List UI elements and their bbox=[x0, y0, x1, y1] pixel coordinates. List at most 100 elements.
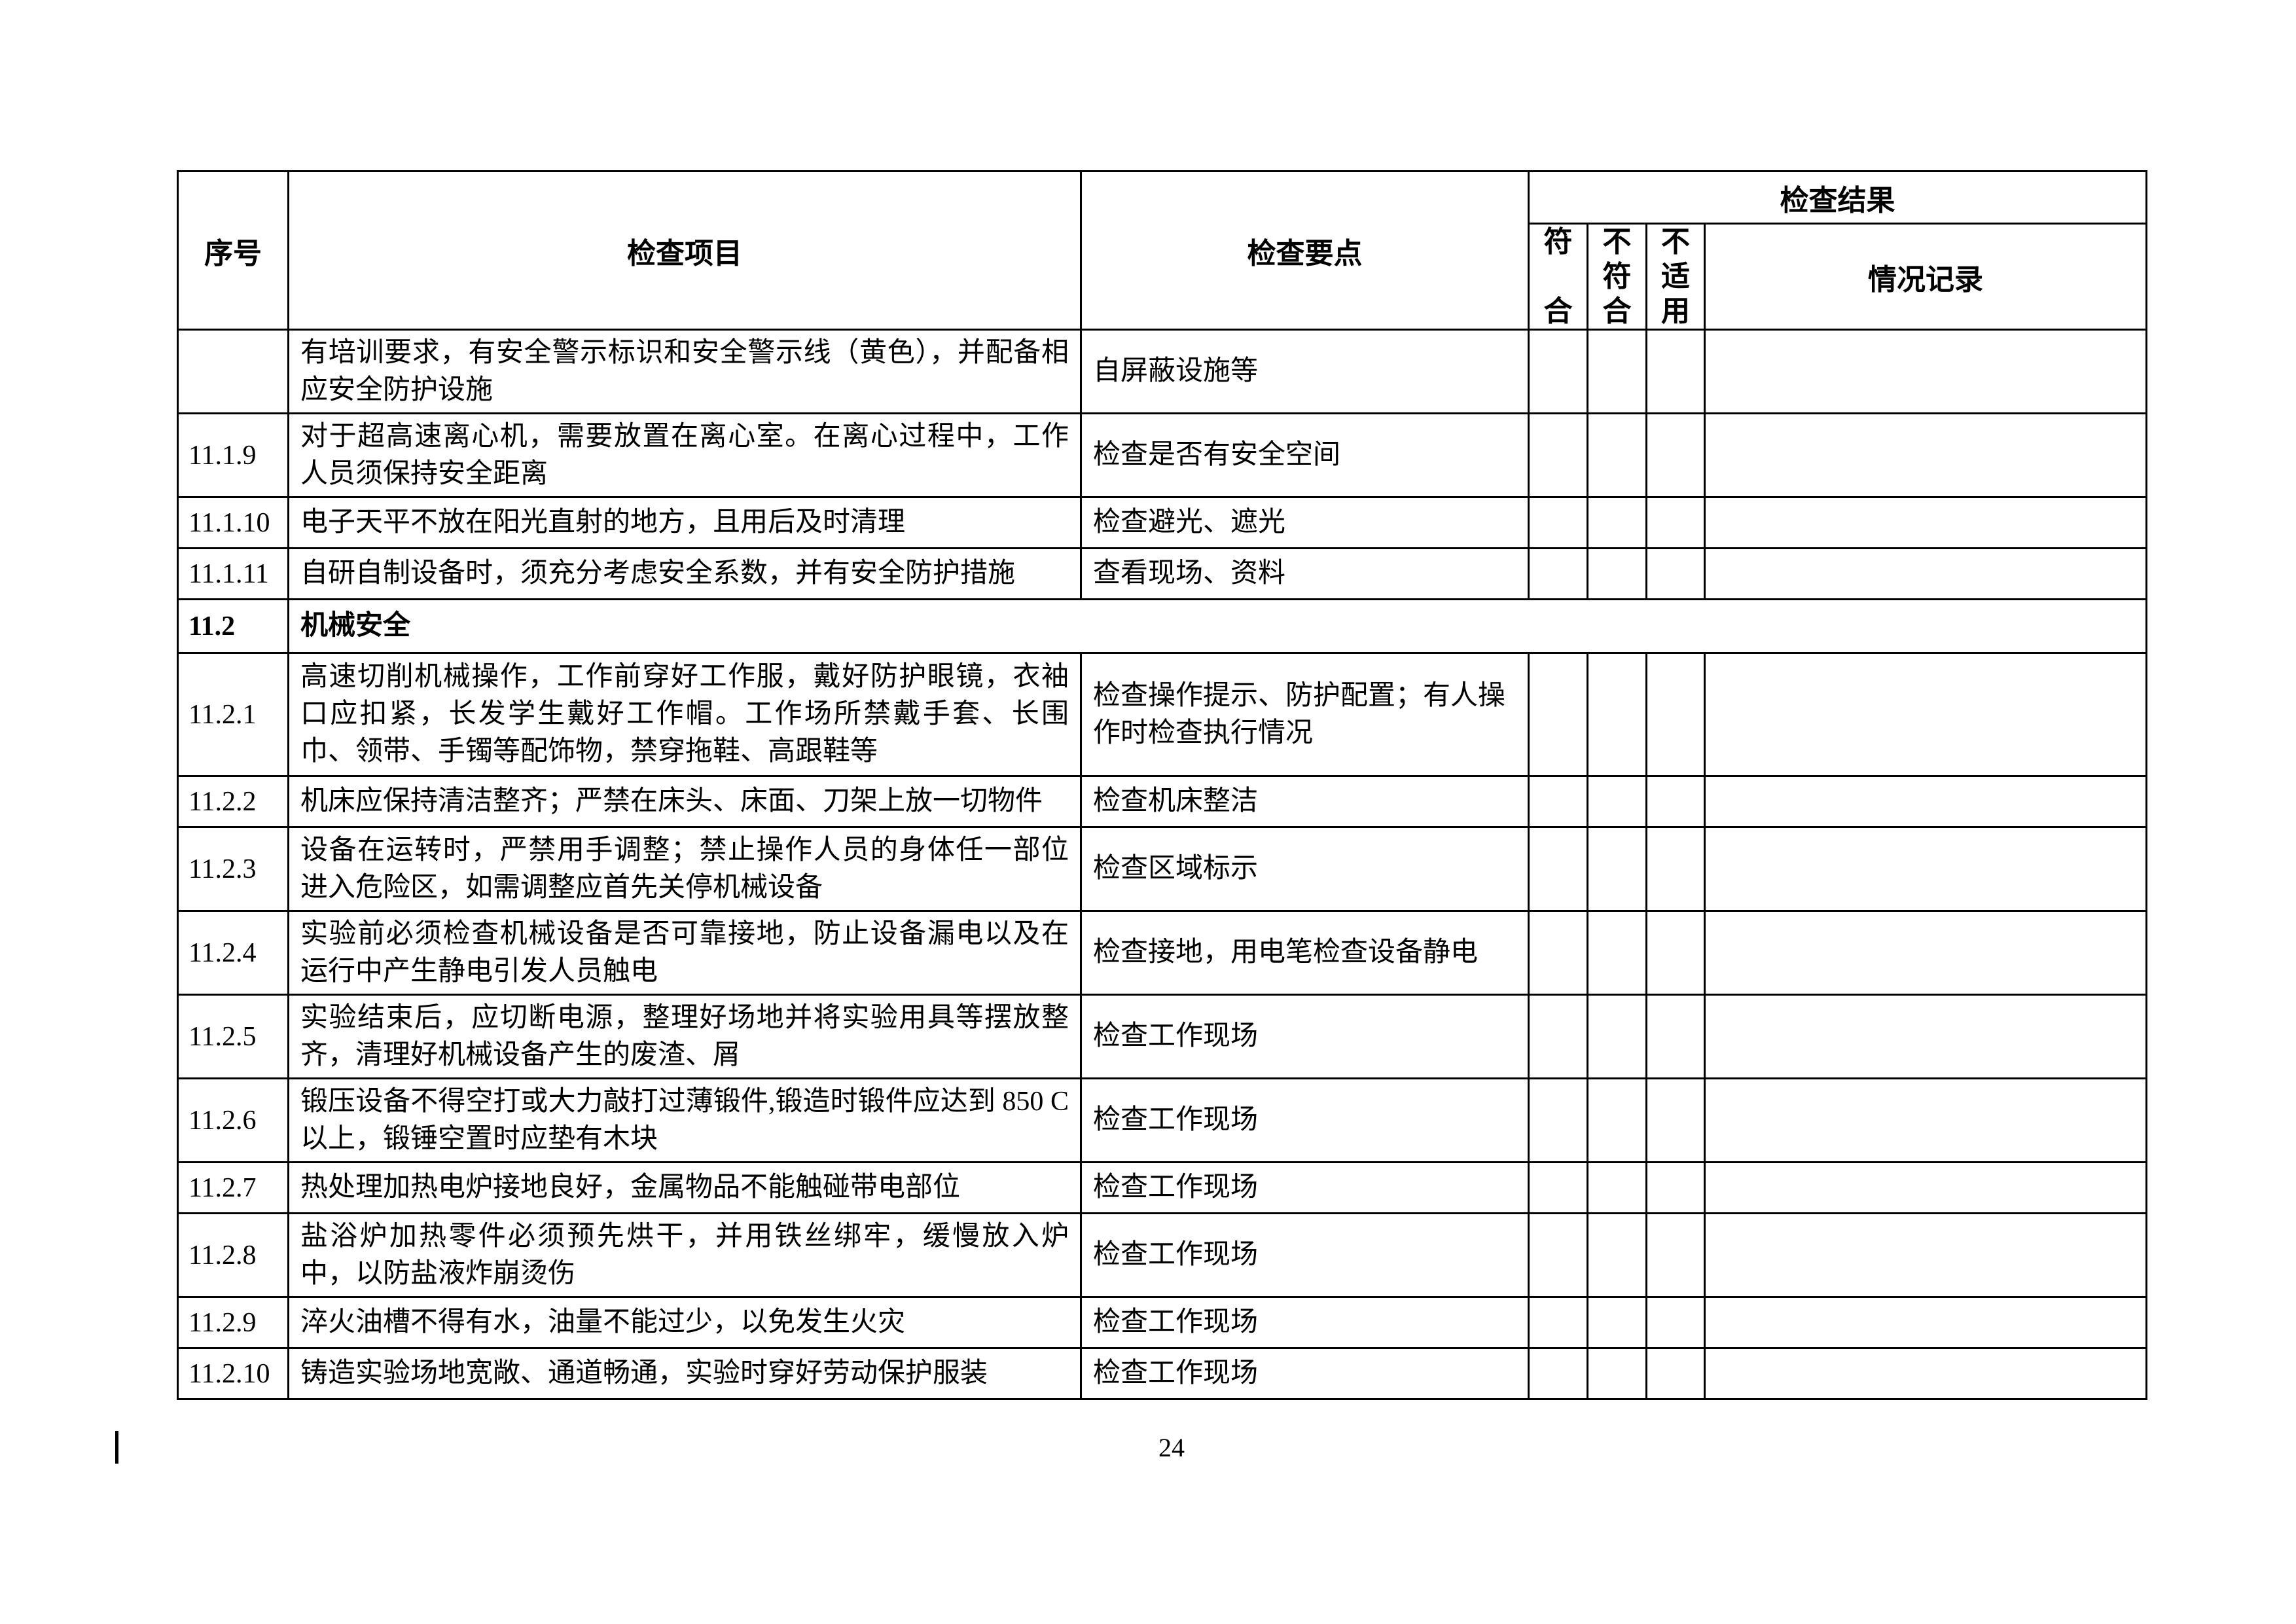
conform-cell bbox=[1528, 1296, 1588, 1349]
na-cell bbox=[1645, 775, 1706, 828]
na-cell bbox=[1645, 412, 1706, 498]
col-header-record: 情况记录 bbox=[1704, 223, 2147, 331]
conform-cell bbox=[1528, 412, 1588, 498]
row-no-cell: 11.2.9 bbox=[177, 1296, 289, 1349]
nonconform-cell bbox=[1587, 826, 1647, 912]
record-cell bbox=[1704, 1347, 2147, 1400]
table-row-11-2-8: 11.2.8 盐浴炉加热零件必须预先烘干，并用铁丝绑牢，缓慢放入炉中，以防盐液炸… bbox=[177, 1212, 2147, 1298]
conform-cell bbox=[1528, 826, 1588, 912]
row-key-cell: 检查工作现场 bbox=[1080, 1212, 1530, 1298]
inspection-table: 序号 检查项目 检查要点 检查结果 符合 不符合 不适用 情况记录 有培训要求，… bbox=[177, 170, 2147, 1400]
record-cell bbox=[1704, 412, 2147, 498]
record-cell bbox=[1704, 329, 2147, 414]
section-no-cell: 11.2 bbox=[177, 598, 289, 654]
row-item-cell: 实验前必须检查机械设备是否可靠接地，防止设备漏电以及在运行中产生静电引发人员触电 bbox=[287, 910, 1082, 996]
nonconform-cell bbox=[1587, 994, 1647, 1079]
row-no-cell: 11.2.10 bbox=[177, 1347, 289, 1400]
col-header-no: 序号 bbox=[177, 170, 289, 331]
col-header-item: 检查项目 bbox=[287, 170, 1082, 331]
na-cell bbox=[1645, 910, 1706, 996]
row-key-cell: 检查操作提示、防护配置；有人操作时检查执行情况 bbox=[1080, 652, 1530, 777]
nonconform-cell bbox=[1587, 652, 1647, 777]
conform-cell bbox=[1528, 1212, 1588, 1298]
conform-cell bbox=[1528, 910, 1588, 996]
nonconform-cell bbox=[1587, 1077, 1647, 1163]
table-row-11-2-5: 11.2.5 实验结束后，应切断电源，整理好场地并将实验用具等摆放整齐，清理好机… bbox=[177, 994, 2147, 1079]
nonconform-cell bbox=[1587, 775, 1647, 828]
col-header-result-group: 检查结果 bbox=[1528, 170, 2147, 225]
table-row-11-2-10: 11.2.10 铸造实验场地宽敞、通道畅通，实验时穿好劳动保护服装 检查工作现场 bbox=[177, 1347, 2147, 1400]
row-item-cell: 锻压设备不得空打或大力敲打过薄锻件,锻造时锻件应达到 850 C 以上，锻锤空置… bbox=[287, 1077, 1082, 1163]
record-cell bbox=[1704, 775, 2147, 828]
record-cell bbox=[1704, 1296, 2147, 1349]
row-key-cell: 检查工作现场 bbox=[1080, 1347, 1530, 1400]
na-cell bbox=[1645, 826, 1706, 912]
record-cell bbox=[1704, 547, 2147, 600]
record-cell bbox=[1704, 910, 2147, 996]
table-row-11-2-7: 11.2.7 热处理加热电炉接地良好，金属物品不能触碰带电部位 检查工作现场 bbox=[177, 1161, 2147, 1214]
record-cell bbox=[1704, 826, 2147, 912]
row-item-cell: 自研自制设备时，须充分考虑安全系数，并有安全防护措施 bbox=[287, 547, 1082, 600]
nonconform-cell bbox=[1587, 1296, 1647, 1349]
conform-cell bbox=[1528, 775, 1588, 828]
record-cell bbox=[1704, 652, 2147, 777]
conform-cell bbox=[1528, 496, 1588, 549]
record-cell bbox=[1704, 1077, 2147, 1163]
row-item-cell: 高速切削机械操作，工作前穿好工作服，戴好防护眼镜，衣袖口应扣紧，长发学生戴好工作… bbox=[287, 652, 1082, 777]
conform-cell bbox=[1528, 994, 1588, 1079]
row-key-cell: 检查工作现场 bbox=[1080, 1161, 1530, 1214]
table-row-11-1-10: 11.1.10 电子天平不放在阳光直射的地方，且用后及时清理 检查避光、遮光 bbox=[177, 496, 2147, 549]
na-cell bbox=[1645, 652, 1706, 777]
row-no-cell: 11.1.11 bbox=[177, 547, 289, 600]
nonconform-cell bbox=[1587, 412, 1647, 498]
table-row-11-2-1: 11.2.1 高速切削机械操作，工作前穿好工作服，戴好防护眼镜，衣袖口应扣紧，长… bbox=[177, 652, 2147, 777]
conform-cell bbox=[1528, 1347, 1588, 1400]
conform-cell bbox=[1528, 329, 1588, 414]
table-row-11-1-11: 11.1.11 自研自制设备时，须充分考虑安全系数，并有安全防护措施 查看现场、… bbox=[177, 547, 2147, 600]
page-number: 24 bbox=[1158, 1433, 1185, 1462]
revision-change-bar bbox=[115, 1431, 118, 1464]
table-row-11-2-3: 11.2.3 设备在运转时，严禁用手调整；禁止操作人员的身体任一部位进入危险区，… bbox=[177, 826, 2147, 912]
row-item-cell: 淬火油槽不得有水，油量不能过少，以免发生火灾 bbox=[287, 1296, 1082, 1349]
table-row-11-2-9: 11.2.9 淬火油槽不得有水，油量不能过少，以免发生火灾 检查工作现场 bbox=[177, 1296, 2147, 1349]
row-no-cell bbox=[177, 329, 289, 414]
table-row-11-1-9: 11.1.9 对于超高速离心机，需要放置在离心室。在离心过程中，工作人员须保持安… bbox=[177, 412, 2147, 498]
row-key-cell: 检查区域标示 bbox=[1080, 826, 1530, 912]
conform-cell bbox=[1528, 1077, 1588, 1163]
row-key-cell: 检查工作现场 bbox=[1080, 1077, 1530, 1163]
row-no-cell: 11.2.5 bbox=[177, 994, 289, 1079]
conform-cell bbox=[1528, 547, 1588, 600]
header-row-2: 符合 不符合 不适用 情况记录 bbox=[178, 223, 2147, 331]
row-no-cell: 11.2.3 bbox=[177, 826, 289, 912]
nonconform-label: 不符合 bbox=[1602, 225, 1632, 327]
row-item-cell: 电子天平不放在阳光直射的地方，且用后及时清理 bbox=[287, 496, 1082, 549]
section-row-11-2: 11.2 机械安全 bbox=[177, 598, 2147, 654]
na-cell bbox=[1645, 1077, 1706, 1163]
nonconform-cell bbox=[1587, 910, 1647, 996]
table-row-11-2-6: 11.2.6 锻压设备不得空打或大力敲打过薄锻件,锻造时锻件应达到 850 C … bbox=[177, 1077, 2147, 1163]
na-cell bbox=[1645, 994, 1706, 1079]
row-key-cell: 检查工作现场 bbox=[1080, 994, 1530, 1079]
table-row-continuation: 有培训要求，有安全警示标识和安全警示线（黄色），并配备相应安全防护设施 自屏蔽设… bbox=[177, 329, 2147, 414]
row-key-cell: 检查接地，用电笔检查设备静电 bbox=[1080, 910, 1530, 996]
nonconform-cell bbox=[1587, 1347, 1647, 1400]
record-cell bbox=[1704, 1161, 2147, 1214]
not-applicable-label: 不适用 bbox=[1661, 225, 1690, 327]
row-key-cell: 检查是否有安全空间 bbox=[1080, 412, 1530, 498]
table-row-11-2-2: 11.2.2 机床应保持清洁整齐；严禁在床头、床面、刀架上放一切物件 检查机床整… bbox=[177, 775, 2147, 828]
na-cell bbox=[1645, 1296, 1706, 1349]
nonconform-cell bbox=[1587, 547, 1647, 600]
row-key-cell: 检查机床整洁 bbox=[1080, 775, 1530, 828]
conform-cell bbox=[1528, 1161, 1588, 1214]
row-item-cell: 对于超高速离心机，需要放置在离心室。在离心过程中，工作人员须保持安全距离 bbox=[287, 412, 1082, 498]
conform-cell bbox=[1528, 652, 1588, 777]
na-cell bbox=[1645, 496, 1706, 549]
col-header-nonconform: 不符合 bbox=[1587, 223, 1647, 331]
na-cell bbox=[1645, 329, 1706, 414]
na-cell bbox=[1645, 1161, 1706, 1214]
row-no-cell: 11.2.6 bbox=[177, 1077, 289, 1163]
row-key-cell: 检查避光、遮光 bbox=[1080, 496, 1530, 549]
na-cell bbox=[1645, 1212, 1706, 1298]
row-no-cell: 11.1.9 bbox=[177, 412, 289, 498]
